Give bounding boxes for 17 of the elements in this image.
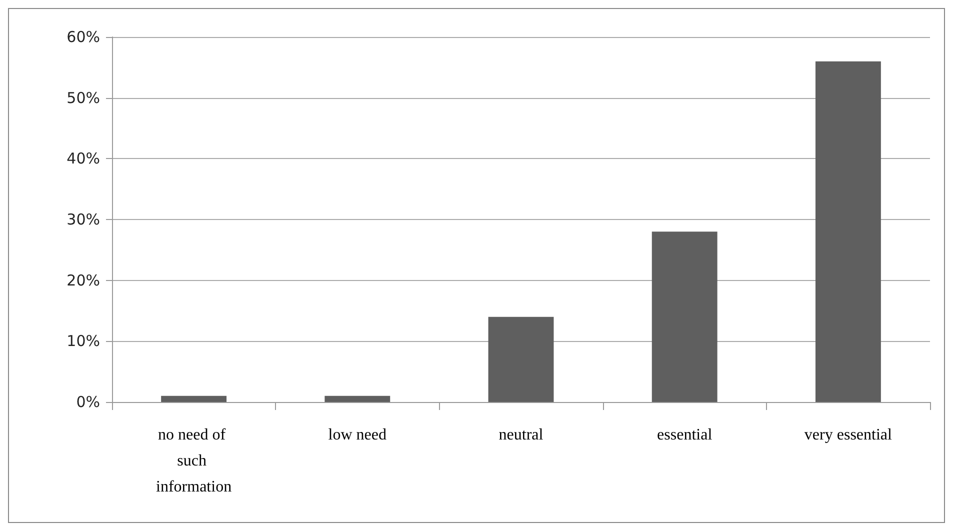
x-tick-label: low need bbox=[328, 426, 386, 444]
y-tick-label: 0% bbox=[76, 393, 100, 411]
x-tick-label: neutral bbox=[498, 426, 544, 444]
y-tick-label: 30% bbox=[66, 210, 100, 228]
bar bbox=[161, 396, 227, 402]
bar bbox=[324, 396, 390, 402]
x-tick-label: essential bbox=[657, 426, 713, 444]
x-tick-label: very essential bbox=[804, 426, 893, 444]
y-tick-label: 50% bbox=[66, 88, 100, 107]
bar bbox=[815, 61, 881, 402]
y-tick-label: 10% bbox=[66, 332, 100, 350]
y-tick-label: 60% bbox=[66, 28, 100, 46]
bar bbox=[488, 316, 554, 402]
y-tick-label: 40% bbox=[66, 150, 100, 168]
y-tick-label: 20% bbox=[66, 271, 100, 290]
x-tick-label: no need of such information bbox=[156, 426, 232, 496]
bar bbox=[652, 232, 718, 402]
